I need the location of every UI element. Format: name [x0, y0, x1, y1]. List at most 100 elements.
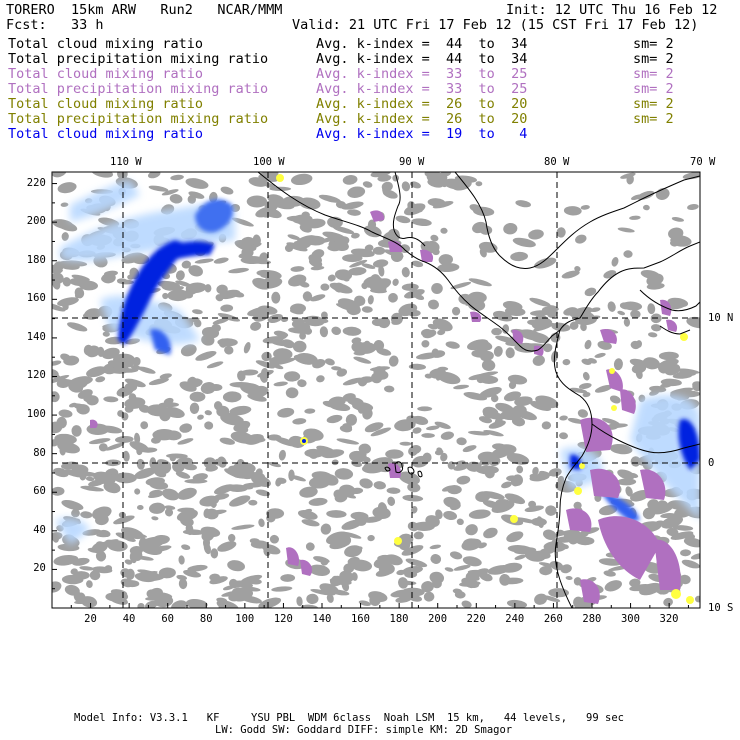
gray-cloud-blob [204, 410, 212, 416]
gray-cloud-blob [204, 421, 214, 430]
gray-cloud-blob [559, 415, 568, 421]
gray-cloud-blob [97, 346, 105, 357]
gray-cloud-blob [528, 229, 544, 240]
gray-cloud-blob [402, 494, 424, 502]
gray-cloud-blob [273, 348, 293, 361]
gray-cloud-blob [157, 280, 181, 289]
gray-cloud-blob [408, 208, 423, 213]
gray-cloud-blob [406, 309, 421, 317]
gray-cloud-blob [465, 524, 478, 536]
gray-cloud-blob [413, 531, 424, 540]
gray-cloud-blob [85, 476, 95, 482]
gray-cloud-blob [216, 284, 228, 295]
gray-cloud-blob [514, 342, 538, 353]
gray-cloud-blob [308, 258, 323, 268]
gray-cloud-blob [530, 310, 551, 316]
gray-cloud-blob [290, 475, 306, 482]
gray-cloud-blob [569, 387, 588, 394]
gray-cloud-blob [335, 200, 347, 209]
gray-cloud-blob [137, 505, 144, 510]
gray-cloud-blob [382, 189, 398, 199]
gray-cloud-blob [248, 499, 258, 506]
gray-cloud-blob [630, 490, 650, 502]
x-tick-label: 140 [312, 613, 332, 625]
gray-cloud-blob [385, 449, 404, 459]
gray-cloud-blob [161, 189, 179, 196]
gray-cloud-blob [620, 172, 636, 179]
gray-cloud-blob [320, 523, 332, 535]
gray-cloud-blob [220, 413, 243, 426]
gray-cloud-blob [401, 545, 424, 556]
gray-cloud-blob [290, 173, 313, 186]
gray-cloud-blob [412, 455, 429, 468]
gray-cloud-blob [682, 172, 700, 180]
gray-cloud-blob [255, 360, 275, 369]
gray-cloud-blob [284, 244, 294, 253]
gray-cloud-blob [217, 313, 241, 322]
gray-cloud-blob [316, 375, 325, 383]
gray-cloud-blob [609, 395, 621, 404]
gray-cloud-blob [52, 172, 67, 178]
gray-cloud-blob [310, 294, 326, 302]
gray-cloud-blob [483, 411, 506, 420]
gray-cloud-blob [362, 456, 371, 463]
gray-cloud-blob [227, 560, 246, 572]
gray-cloud-blob [468, 462, 481, 469]
gray-cloud-blob [562, 358, 571, 366]
gray-cloud-blob [117, 172, 128, 180]
gray-cloud-blob [76, 404, 90, 415]
gray-cloud-blob [545, 505, 557, 516]
gray-cloud-blob [503, 391, 522, 402]
gray-cloud-blob [354, 295, 366, 306]
gray-cloud-blob [322, 400, 337, 408]
gray-cloud-blob [329, 577, 352, 586]
gray-cloud-blob [238, 253, 247, 258]
gray-cloud-blob [343, 277, 350, 282]
gray-cloud-blob [102, 331, 110, 337]
gray-cloud-blob [159, 373, 172, 379]
gray-cloud-blob [353, 356, 372, 364]
y-tick-label: 200 [26, 215, 46, 228]
gray-cloud-blob [238, 468, 256, 480]
gray-cloud-blob [327, 245, 341, 252]
gray-cloud-blob [139, 542, 163, 556]
gray-cloud-blob [440, 227, 448, 234]
gray-cloud-blob [229, 405, 252, 416]
gray-cloud-blob [372, 506, 391, 519]
gray-cloud-blob [67, 322, 88, 332]
gray-cloud-blob [651, 324, 662, 332]
gray-cloud-blob [95, 376, 106, 383]
gray-cloud-blob [584, 339, 592, 350]
gray-cloud-blob [407, 521, 419, 532]
legend-sm: sm= 2 [633, 81, 674, 97]
gray-cloud-blob [197, 414, 204, 420]
gray-cloud-blob [329, 217, 339, 223]
gray-cloud-blob [137, 602, 145, 608]
gray-cloud-blob [201, 334, 215, 346]
gray-cloud-blob [453, 463, 470, 471]
gray-cloud-blob [204, 284, 212, 293]
gray-cloud-blob [148, 492, 164, 499]
gray-cloud-blob [401, 267, 410, 278]
gray-cloud-blob [381, 181, 393, 192]
gray-cloud-blob [74, 292, 82, 299]
gray-cloud-blob [567, 532, 589, 541]
gray-cloud-blob [468, 278, 492, 287]
gray-cloud-blob [505, 347, 515, 359]
gray-cloud-blob [104, 565, 113, 572]
gray-cloud-blob [609, 443, 633, 455]
gray-cloud-blob [329, 450, 340, 456]
gray-cloud-blob [582, 371, 590, 381]
gray-cloud-blob [336, 438, 359, 445]
gray-cloud-blob [414, 293, 425, 301]
gray-cloud-blob [398, 533, 414, 546]
gray-cloud-blob [598, 505, 618, 516]
gray-cloud-blob [401, 181, 411, 192]
gray-cloud-blob [341, 531, 362, 539]
gray-cloud-blob [177, 438, 194, 445]
gray-cloud-blob [246, 195, 268, 208]
gray-cloud-blob [128, 393, 137, 402]
gray-cloud-blob [248, 177, 268, 187]
y-tick-label: 20 [33, 562, 46, 575]
gray-cloud-blob [134, 488, 141, 495]
